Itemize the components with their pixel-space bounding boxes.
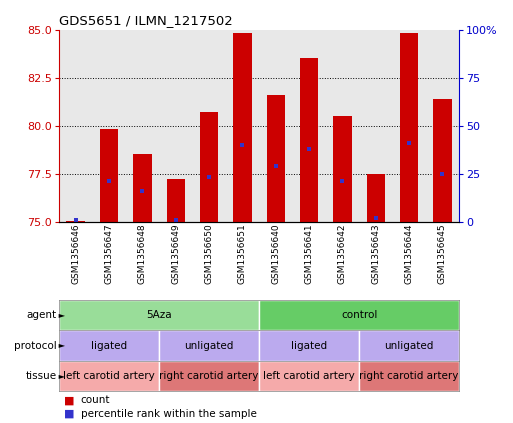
Text: unligated: unligated [384, 341, 434, 351]
Bar [59, 361, 159, 391]
Bar [200, 112, 218, 222]
Bar [259, 300, 459, 330]
Text: GDS5651 / ILMN_1217502: GDS5651 / ILMN_1217502 [59, 14, 233, 27]
Text: agent: agent [26, 310, 56, 320]
Text: ligated: ligated [91, 341, 127, 351]
Bar [300, 58, 318, 222]
Bar [359, 361, 459, 391]
Bar [233, 33, 251, 222]
Bar [259, 361, 359, 391]
Bar [59, 330, 159, 361]
Bar [67, 221, 85, 222]
Text: right carotid artery: right carotid artery [160, 371, 259, 381]
Bar [333, 116, 351, 222]
Text: control: control [341, 310, 377, 320]
Bar [59, 300, 259, 330]
Bar [259, 330, 359, 361]
Text: 5Aza: 5Aza [146, 310, 172, 320]
Text: left carotid artery: left carotid artery [63, 371, 155, 381]
Text: ■: ■ [64, 409, 74, 419]
Bar [159, 330, 259, 361]
Bar [433, 99, 451, 222]
Text: right carotid artery: right carotid artery [360, 371, 459, 381]
Text: tissue: tissue [25, 371, 56, 381]
Text: ►: ► [56, 310, 66, 320]
Text: protocol: protocol [14, 341, 56, 351]
Bar [400, 33, 418, 222]
Bar [367, 174, 385, 222]
Text: ■: ■ [64, 395, 74, 405]
Bar [100, 129, 118, 222]
Bar [359, 330, 459, 361]
Text: ligated: ligated [291, 341, 327, 351]
Text: ►: ► [56, 341, 66, 350]
Text: left carotid artery: left carotid artery [263, 371, 355, 381]
Text: count: count [81, 395, 110, 405]
Bar [133, 154, 151, 222]
Bar [167, 179, 185, 222]
Bar [159, 361, 259, 391]
Bar [267, 95, 285, 222]
Text: ►: ► [56, 371, 66, 381]
Text: unligated: unligated [184, 341, 234, 351]
Text: percentile rank within the sample: percentile rank within the sample [81, 409, 256, 419]
